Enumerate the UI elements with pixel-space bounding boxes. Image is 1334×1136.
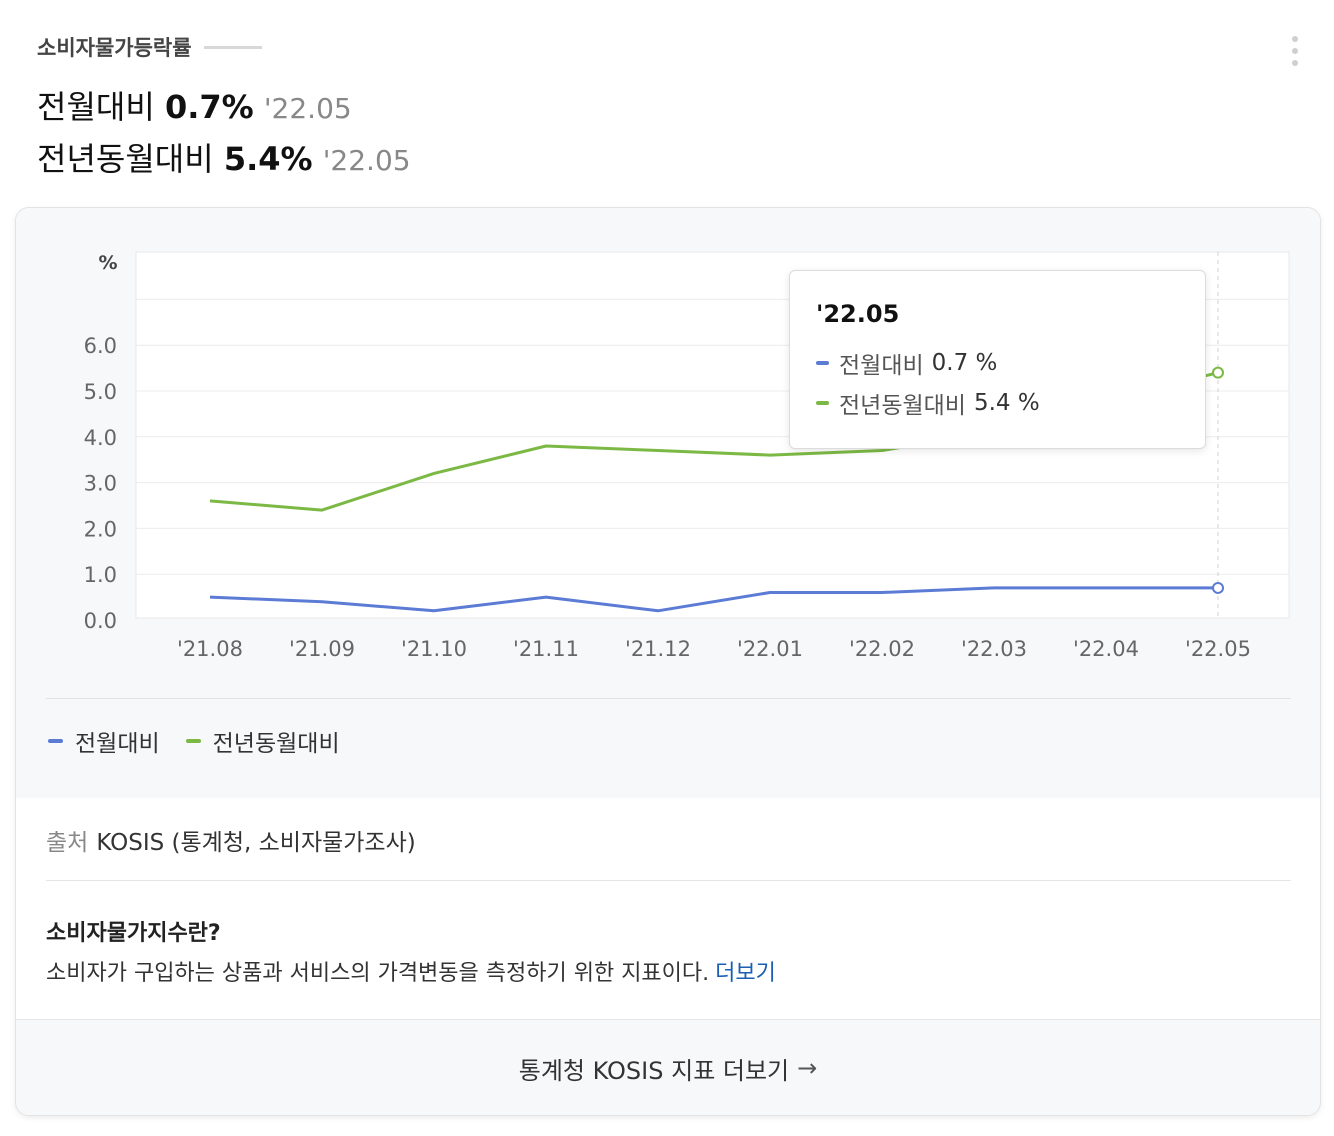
info-description-row: 소비자가 구입하는 상품과 서비스의 가격변동을 측정하기 위한 지표이다. 더보… <box>46 955 776 987</box>
tooltip-date: '22.05 <box>816 300 900 328</box>
stat-year-over-year: 전년동월대비 5.4% '22.05 <box>37 134 411 180</box>
data-source: 출처 KOSIS (통계청, 소비자물가조사) <box>46 823 416 857</box>
indicator-title-row: 소비자물가등락률 <box>37 32 262 62</box>
legend-swatch <box>185 739 201 743</box>
footer-label: 통계청 KOSIS 지표 더보기 <box>518 1056 790 1085</box>
tooltip-swatch <box>816 361 829 365</box>
chart-area: 0.0 1.0 2.0 3.0 4.0 5.0 6.0% '21.08 '21.09 '21.10… <box>16 208 1320 798</box>
x-tick-label: '22.04 <box>1073 637 1139 661</box>
chart-legend: 전월대비 전년동월대비 <box>48 724 366 758</box>
stat-month-over-month: 전월대비 0.7% '22.05 <box>37 82 352 128</box>
info-more-link[interactable]: 더보기 <box>715 961 776 986</box>
y-tick-label: 3.0 <box>84 472 117 496</box>
y-tick-label: 5.0 <box>84 380 117 404</box>
x-tick-label: '22.01 <box>737 637 803 661</box>
tooltip-series-name: 전년동월대비 <box>839 393 966 419</box>
section-divider <box>46 880 1291 881</box>
y-tick-label: 2.0 <box>84 517 117 541</box>
kosis-more-button[interactable]: 통계청 KOSIS 지표 더보기 → <box>16 1019 1320 1115</box>
y-tick-label: 1.0 <box>84 563 117 587</box>
y-axis-unit: % <box>98 252 117 274</box>
x-tick-label: '22.02 <box>849 637 915 661</box>
source-label: 출처 <box>46 830 89 856</box>
hover-point <box>1212 366 1224 379</box>
y-tick-label: 4.0 <box>84 426 117 450</box>
series-line-mom <box>209 586 1218 613</box>
tooltip-series-value: 0.7 % <box>931 350 998 376</box>
hover-point <box>1212 581 1224 594</box>
x-tick-label: '21.11 <box>513 637 579 661</box>
legend-swatch <box>48 739 63 743</box>
tooltip-row-mom: 전월대비 0.7 % <box>816 346 997 380</box>
x-tick-label: '22.05 <box>1185 637 1251 661</box>
y-tick-label: 6.0 <box>84 334 117 358</box>
stat-date: '22.05 <box>263 92 352 125</box>
x-tick-label: '21.08 <box>177 637 243 661</box>
indicator-title: 소비자물가등락률 <box>37 36 192 60</box>
legend-label: 전년동월대비 <box>212 731 340 757</box>
tooltip-swatch <box>816 401 829 405</box>
x-tick-label: '21.12 <box>625 637 691 661</box>
chart-card: 0.0 1.0 2.0 3.0 4.0 5.0 6.0% '21.08 '21.09 '21.10… <box>15 207 1321 1116</box>
source-text: KOSIS (통계청, 소비자물가조사) <box>96 830 416 856</box>
tooltip-row-yoy: 전년동월대비 5.4 % <box>816 386 1040 420</box>
legend-divider <box>46 698 1291 699</box>
stat-value: 5.4% <box>223 140 313 178</box>
legend-label: 전월대비 <box>75 731 160 757</box>
stat-date: '22.05 <box>322 144 411 177</box>
x-tick-label: '22.03 <box>961 637 1027 661</box>
chart-tooltip: '22.05 전월대비 0.7 % 전년동월대비 5.4 % <box>789 270 1206 449</box>
info-description: 소비자가 구입하는 상품과 서비스의 가격변동을 측정하기 위한 지표이다. <box>46 961 710 986</box>
legend-item-yoy[interactable]: 전년동월대비 <box>185 724 340 758</box>
legend-item-mom[interactable]: 전월대비 <box>48 724 160 758</box>
more-options-icon[interactable] <box>1288 36 1302 70</box>
stat-label: 전월대비 <box>37 88 155 126</box>
y-tick-label: 0.0 <box>84 609 117 633</box>
stat-label: 전년동월대비 <box>37 140 214 178</box>
tooltip-series-name: 전월대비 <box>839 353 924 379</box>
stat-value: 0.7% <box>164 88 254 126</box>
arrow-right-icon: → <box>797 1054 818 1082</box>
info-title: 소비자물가지수란? <box>46 921 221 946</box>
title-dash-decoration <box>203 45 262 49</box>
x-tick-label: '21.09 <box>289 637 355 661</box>
x-tick-label: '21.10 <box>401 637 467 661</box>
tooltip-series-value: 5.4 % <box>973 390 1040 416</box>
